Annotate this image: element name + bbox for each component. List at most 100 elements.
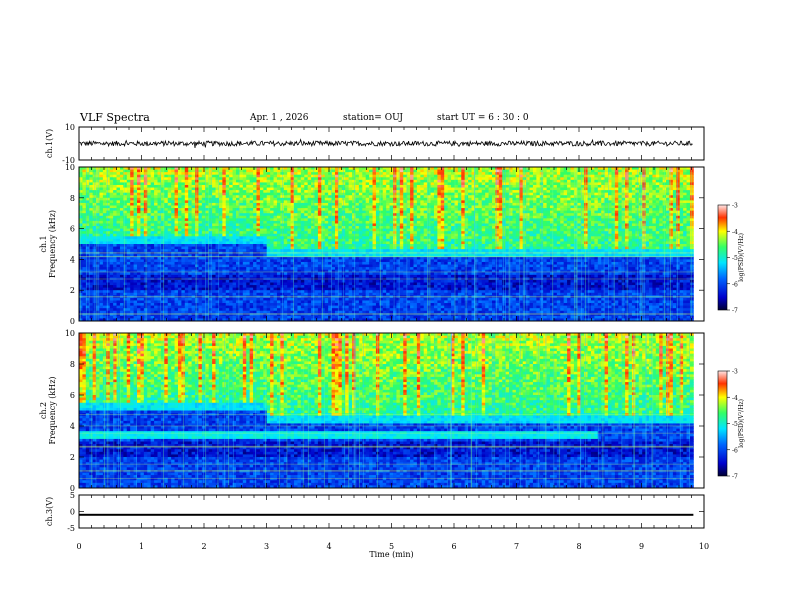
heatmap-cell bbox=[150, 272, 155, 276]
heatmap-cell bbox=[205, 208, 210, 212]
heatmap-cell bbox=[222, 208, 227, 212]
heatmap-cell bbox=[314, 292, 319, 296]
heatmap-cell bbox=[311, 313, 315, 317]
heatmap-cell bbox=[177, 226, 182, 229]
heatmap-cell bbox=[256, 315, 261, 319]
heatmap-cell bbox=[331, 220, 336, 224]
heatmap-cell bbox=[324, 267, 329, 271]
heatmap-cell bbox=[348, 310, 353, 314]
heatmap-cell bbox=[290, 303, 295, 306]
heatmap-cell bbox=[283, 310, 288, 314]
heatmap-cell bbox=[147, 274, 152, 278]
heatmap-cell bbox=[297, 256, 302, 260]
heatmap-cell bbox=[201, 256, 206, 260]
heatmap-cell bbox=[157, 177, 162, 181]
heatmap-cell bbox=[338, 256, 343, 260]
heatmap-cell bbox=[85, 179, 90, 183]
heatmap-cell bbox=[300, 241, 305, 245]
heatmap-cell bbox=[133, 305, 138, 309]
heatmap-cell bbox=[85, 226, 90, 229]
heatmap-cell bbox=[171, 272, 175, 276]
heatmap-cell bbox=[157, 303, 162, 306]
heatmap-cell bbox=[334, 208, 339, 212]
heatmap-cell bbox=[177, 182, 182, 186]
heatmap-cell bbox=[208, 264, 213, 268]
heatmap-cell bbox=[160, 238, 165, 242]
heatmap-cell bbox=[137, 228, 141, 232]
heatmap-cell bbox=[242, 184, 247, 188]
heatmap-cell bbox=[157, 318, 162, 322]
heatmap-cell bbox=[126, 315, 131, 319]
heatmap-cell bbox=[123, 315, 128, 319]
heatmap-cell bbox=[123, 292, 128, 296]
heatmap-cell bbox=[171, 174, 175, 178]
heatmap-cell bbox=[334, 318, 339, 322]
heatmap-cell bbox=[334, 190, 339, 194]
heatmap-cell bbox=[317, 184, 322, 188]
heatmap-cell bbox=[263, 318, 268, 322]
heatmap-cell bbox=[263, 290, 268, 294]
heatmap-cell bbox=[334, 187, 339, 191]
heatmap-cell bbox=[215, 254, 220, 258]
heatmap-cell bbox=[294, 308, 298, 312]
heatmap-cell bbox=[304, 236, 309, 240]
heatmap-cell bbox=[85, 300, 90, 304]
heatmap-cell bbox=[167, 290, 172, 294]
heatmap-cell bbox=[143, 233, 148, 237]
heatmap-cell bbox=[242, 192, 247, 196]
heatmap-cell bbox=[307, 305, 312, 309]
heatmap-cell bbox=[116, 297, 121, 301]
heatmap-cell bbox=[106, 233, 111, 237]
heatmap-cell bbox=[198, 213, 203, 217]
heatmap-cell bbox=[270, 169, 274, 173]
heatmap-cell bbox=[201, 241, 206, 245]
heatmap-cell bbox=[133, 238, 138, 242]
heatmap-cell bbox=[85, 272, 90, 276]
heatmap-cell bbox=[174, 244, 179, 247]
heatmap-cell bbox=[208, 254, 213, 258]
heatmap-cell bbox=[181, 261, 186, 265]
heatmap-cell bbox=[355, 195, 360, 199]
heatmap-cell bbox=[328, 179, 332, 183]
heatmap-cell bbox=[253, 259, 257, 263]
heatmap-cell bbox=[171, 267, 175, 271]
heatmap-cell bbox=[99, 259, 104, 263]
heatmap-cell bbox=[143, 241, 148, 245]
heatmap-cell bbox=[208, 246, 213, 250]
heatmap-cell bbox=[147, 213, 152, 217]
heatmap-cell bbox=[222, 192, 227, 196]
heatmap-cell bbox=[177, 241, 182, 245]
heatmap-cell bbox=[85, 246, 90, 250]
heatmap-cell bbox=[259, 244, 264, 247]
heatmap-cell bbox=[181, 202, 186, 206]
heatmap-cell bbox=[123, 228, 128, 232]
heatmap-cell bbox=[331, 174, 336, 178]
heatmap-cell bbox=[331, 303, 336, 306]
heatmap-cell bbox=[229, 292, 233, 296]
heatmap-cell bbox=[263, 226, 268, 229]
heatmap-cell bbox=[348, 287, 353, 291]
heatmap-cell bbox=[195, 190, 199, 194]
heatmap-cell bbox=[314, 254, 319, 258]
heatmap-cell bbox=[188, 187, 193, 191]
heatmap-cell bbox=[205, 197, 210, 201]
heatmap-cell bbox=[218, 244, 223, 247]
heatmap-cell bbox=[236, 249, 240, 253]
heatmap-cell bbox=[195, 208, 199, 212]
heatmap-cell bbox=[167, 195, 172, 199]
heatmap-cell bbox=[239, 223, 244, 227]
heatmap-cell bbox=[109, 177, 114, 181]
heatmap-cell bbox=[297, 259, 302, 263]
heatmap-cell bbox=[307, 303, 312, 306]
heatmap-cell bbox=[266, 254, 271, 258]
heatmap-cell bbox=[304, 285, 309, 289]
heatmap-cell bbox=[273, 200, 278, 204]
heatmap-cell bbox=[119, 287, 124, 291]
heatmap-cell bbox=[157, 197, 162, 201]
heatmap-cell bbox=[311, 177, 315, 181]
heatmap-cell bbox=[212, 249, 216, 253]
heatmap-cell bbox=[191, 187, 196, 191]
heatmap-cell bbox=[119, 241, 124, 245]
heatmap-cell bbox=[304, 190, 309, 194]
heatmap-cell bbox=[225, 241, 230, 245]
